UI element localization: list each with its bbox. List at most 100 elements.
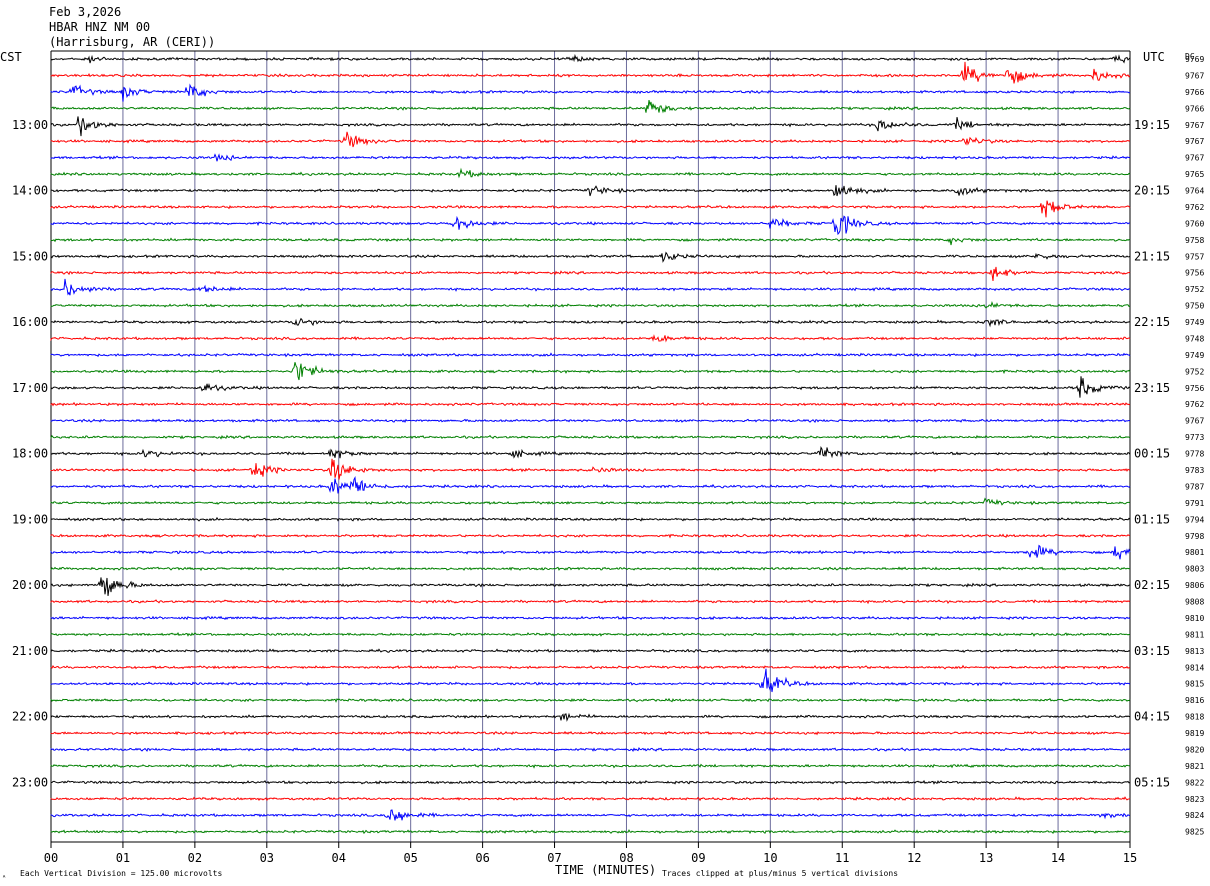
trace-6 — [50, 153, 1131, 162]
dc-offset-label: 9815 — [1185, 680, 1204, 689]
scale-note: Each Vertical Division = 125.00 microvol… — [20, 869, 222, 878]
cst-hour-label: 13:00 — [12, 118, 48, 132]
x-tick-label: 00 — [44, 851, 58, 865]
x-tick-label: 06 — [475, 851, 489, 865]
utc-hour-label: 05:15 — [1134, 775, 1170, 789]
dc-offset-label: 9806 — [1185, 581, 1204, 590]
trace-16 — [50, 317, 1131, 328]
trace-18 — [50, 352, 1131, 358]
dc-offset-label: 9752 — [1185, 367, 1204, 376]
trace-10 — [50, 215, 1131, 236]
dc-offset-label: 9821 — [1185, 762, 1204, 771]
utc-hour-label: 21:15 — [1134, 249, 1170, 263]
logo-mark-icon: ᴬ — [2, 873, 6, 882]
dc-offset-label: 9823 — [1185, 795, 1204, 804]
trace-8 — [50, 185, 1131, 197]
trace-2 — [50, 83, 1131, 102]
trace-14 — [50, 278, 1131, 296]
dc-offset-label: 9783 — [1185, 466, 1204, 475]
dc-offset-label: 9819 — [1185, 729, 1204, 738]
dc-offset-label: 9811 — [1185, 630, 1204, 639]
x-tick-label: 14 — [1051, 851, 1065, 865]
hour-labels: 13:00 14:00 15:00 16:00 17:00 18:00 19:00 20:00… — [12, 118, 1170, 790]
cst-hour-label: 20:00 — [12, 578, 48, 592]
dc-column-label: DC — [1185, 52, 1195, 61]
trace-1 — [50, 61, 1131, 84]
x-tick-label: 03 — [260, 851, 274, 865]
utc-hour-label: 22:15 — [1134, 315, 1170, 329]
x-axis-ticks: 00 01 02 03 04 05 06 07 08 09 10 11 12 13 14 15 — [44, 842, 1137, 865]
cst-hour-label: 16:00 — [12, 315, 48, 329]
trace-43 — [50, 763, 1131, 769]
x-tick-label: 10 — [763, 851, 777, 865]
trace-45 — [50, 796, 1131, 802]
trace-40 — [50, 712, 1131, 722]
x-tick-label: 08 — [619, 851, 633, 865]
dc-offset-label: 9749 — [1185, 318, 1204, 327]
dc-offset-label: 9803 — [1185, 565, 1204, 574]
trace-30 — [50, 544, 1131, 560]
trace-31 — [50, 566, 1131, 572]
trace-9 — [50, 200, 1131, 218]
dc-offset-label: 9767 — [1185, 417, 1204, 426]
trace-32 — [50, 577, 1131, 596]
x-tick-label: 05 — [403, 851, 417, 865]
location-label: (Harrisburg, AR (CERI)) — [49, 35, 215, 49]
dc-offset-label: 9765 — [1185, 170, 1204, 179]
trace-0 — [50, 53, 1131, 64]
x-tick-label: 09 — [691, 851, 705, 865]
dc-offset-label: 9818 — [1185, 713, 1204, 722]
dc-offset-label: 9766 — [1185, 88, 1204, 97]
trace-20 — [50, 376, 1131, 398]
trace-42 — [50, 747, 1131, 752]
dc-offset-label: 9814 — [1185, 663, 1204, 672]
dc-offset-label: 9767 — [1185, 137, 1204, 146]
dc-offset-label: 9767 — [1185, 154, 1204, 163]
trace-27 — [50, 497, 1131, 506]
dc-offset-label: 9791 — [1185, 499, 1204, 508]
dc-offset-label: 9820 — [1185, 745, 1204, 754]
trace-28 — [50, 516, 1131, 522]
dc-offset-label: 9825 — [1185, 828, 1204, 837]
trace-26 — [50, 476, 1131, 494]
trace-13 — [50, 266, 1131, 282]
dc-offset-label: 9798 — [1185, 532, 1204, 541]
trace-36 — [50, 648, 1131, 654]
dc-offset-label: 9810 — [1185, 614, 1204, 623]
dc-offset-label: 9778 — [1185, 450, 1204, 459]
trace-4 — [50, 116, 1131, 137]
trace-15 — [50, 301, 1131, 309]
trace-37 — [50, 664, 1131, 670]
dc-offset-label: 9766 — [1185, 104, 1204, 113]
utc-hour-label: 23:15 — [1134, 381, 1170, 395]
x-tick-label: 07 — [547, 851, 561, 865]
trace-7 — [50, 167, 1131, 179]
cst-hour-label: 23:00 — [12, 775, 48, 789]
dc-offset-label: 9756 — [1185, 384, 1204, 393]
dc-offset-label: 9756 — [1185, 269, 1204, 278]
dc-offset-label: 9808 — [1185, 598, 1204, 607]
dc-offset-label: 9767 — [1185, 121, 1204, 130]
trace-33 — [50, 599, 1131, 605]
trace-25 — [50, 458, 1131, 480]
left-timezone-label: CST — [0, 50, 22, 64]
dc-offset-label: 9769 — [1185, 55, 1204, 64]
dc-offset-label: 9760 — [1185, 219, 1204, 228]
trace-46 — [50, 809, 1131, 821]
dc-offset-label: 9801 — [1185, 548, 1204, 557]
x-tick-label: 13 — [979, 851, 993, 865]
dc-offset-label: 9748 — [1185, 334, 1204, 343]
trace-19 — [50, 362, 1131, 381]
trace-34 — [50, 615, 1131, 621]
cst-hour-label: 22:00 — [12, 710, 48, 724]
date-label: Feb 3,2026 — [49, 5, 121, 19]
dc-offset-label: 9762 — [1185, 203, 1204, 212]
x-tick-label: 04 — [332, 851, 346, 865]
trace-3 — [50, 99, 1131, 114]
dc-offset-label: 9757 — [1185, 252, 1204, 261]
trace-39 — [50, 697, 1131, 703]
trace-44 — [50, 779, 1131, 785]
dc-offset-labels: 9769 9767 9766 9766 9767 9767 9767 9765 9764 9762… — [1185, 55, 1204, 837]
trace-21 — [50, 401, 1131, 407]
dc-offset-label: 9758 — [1185, 236, 1204, 245]
